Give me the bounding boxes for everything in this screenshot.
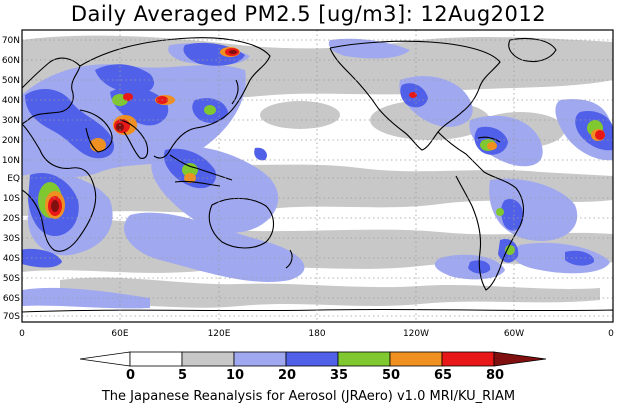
lat-label: 60N	[2, 56, 20, 66]
lon-label: 0	[19, 329, 25, 339]
coastlines	[22, 37, 557, 291]
lat-label: 40N	[2, 96, 20, 106]
lon-label: 60W	[504, 329, 524, 339]
colorbar-tick-label: 80	[486, 368, 505, 383]
colorbar	[79, 351, 547, 367]
longitude-labels: 0 60E 120E 180 120W 60W 0	[19, 329, 614, 339]
lat-label: 20S	[3, 214, 20, 224]
lat-label: 40S	[3, 254, 20, 264]
pm25-map: 70N 60N 50N 40N 30N 20N 10N EQ 10S 20S 3…	[2, 29, 614, 339]
lat-label: 30N	[2, 116, 20, 126]
lat-label: EQ	[7, 174, 20, 184]
latitude-labels: 70N 60N 50N 40N 30N 20N 10N EQ 10S 20S 3…	[2, 36, 20, 322]
colorbar-tick-label: 5	[178, 368, 188, 383]
colorbar-segment	[79, 351, 131, 367]
lon-label: 60E	[111, 329, 128, 339]
lon-label: 120E	[208, 329, 231, 339]
colorbar-segment	[337, 351, 391, 367]
colorbar-tick-label: 35	[330, 368, 349, 383]
lat-label: 10N	[2, 156, 20, 166]
colorbar-tick-label: 10	[226, 368, 245, 383]
lon-label: 180	[308, 329, 325, 339]
level-above-80-areas	[51, 50, 237, 212]
colorbar-segment	[181, 351, 235, 367]
lat-label: 50N	[2, 76, 20, 86]
lat-label: 10S	[3, 194, 20, 204]
lat-label: 70S	[3, 312, 20, 322]
pm25-field	[22, 30, 613, 322]
lon-label: 0	[608, 329, 614, 339]
lat-label: 30S	[3, 234, 20, 244]
colorbar-segment	[493, 351, 547, 367]
colorbar-segment	[285, 351, 339, 367]
map-title: Daily Averaged PM2.5 [ug/m3]: 12Aug2012	[70, 2, 547, 26]
lon-label: 120W	[403, 329, 429, 339]
lat-label: 70N	[2, 36, 20, 46]
colorbar-tick-label: 20	[278, 368, 297, 383]
colorbar-segment	[129, 351, 183, 367]
colorbar-tick-label: 65	[434, 368, 453, 383]
lat-label: 60S	[3, 294, 20, 304]
colorbar-segment	[233, 351, 287, 367]
colorbar-segment	[441, 351, 495, 367]
lat-label: 50S	[3, 274, 20, 284]
map-frame	[21, 29, 614, 323]
graticule	[22, 30, 613, 322]
footer-credit: The Japanese Reanalysis for Aerosol (JRA…	[101, 389, 516, 404]
lat-label: 20N	[2, 136, 20, 146]
colorbar-segment	[389, 351, 443, 367]
colorbar-tick-label: 50	[382, 368, 401, 383]
colorbar-tick-label: 0	[126, 368, 136, 383]
